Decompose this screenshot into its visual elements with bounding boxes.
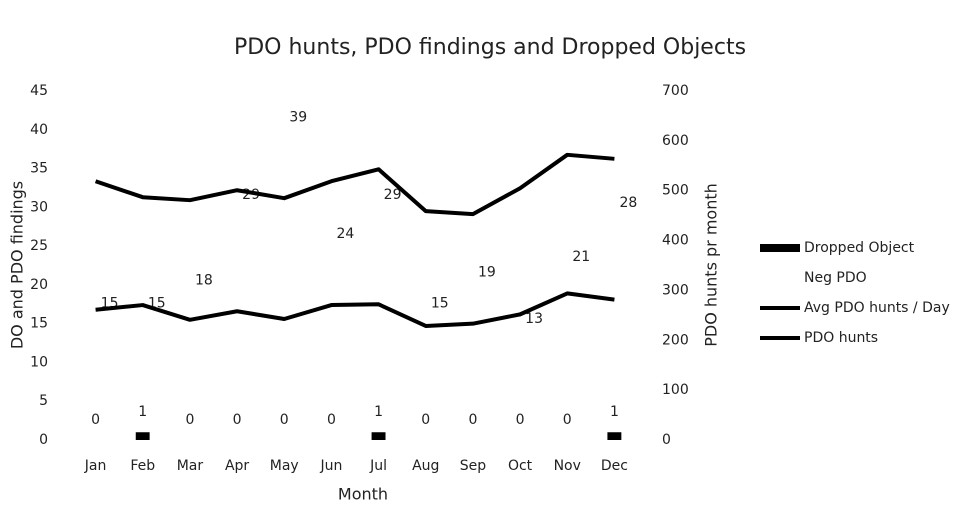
bar (244, 215, 259, 440)
y2-tick-label: 100 (662, 382, 689, 398)
legend-label: PDO hunts (804, 330, 878, 346)
bar (479, 292, 494, 440)
x-tick-label: Sep (460, 458, 487, 474)
legend-label: Neg PDO (804, 270, 867, 286)
bar (102, 323, 117, 440)
x-tick-label: May (270, 458, 299, 474)
x-tick-label: Oct (508, 458, 533, 474)
x-tick-label: Mar (177, 458, 204, 474)
bar (371, 432, 386, 440)
data-label: 15 (431, 296, 449, 312)
bar (432, 323, 447, 440)
bar (338, 253, 353, 440)
x-tick-label: Jun (319, 458, 342, 474)
bar (196, 300, 211, 440)
y-axis-title: DO and PDO findings (8, 181, 27, 349)
bar (385, 215, 400, 440)
y2-tick-label: 600 (662, 133, 689, 149)
y2-tick-label: 200 (662, 332, 689, 348)
y-tick-label: 40 (30, 122, 48, 138)
data-label: 0 (327, 412, 336, 428)
data-label: 21 (572, 249, 590, 265)
data-label: 24 (337, 226, 355, 242)
y-tick-label: 45 (30, 83, 48, 99)
data-label: 28 (620, 195, 638, 211)
bar (291, 137, 306, 441)
x-tick-label: Feb (130, 458, 155, 474)
bar (135, 432, 150, 440)
y-tick-label: 15 (30, 316, 48, 332)
y2-tick-label: 500 (662, 183, 689, 199)
data-label: 0 (468, 412, 477, 428)
y-tick-label: 35 (30, 161, 48, 177)
legend-swatch (760, 274, 800, 282)
y-tick-label: 5 (39, 393, 48, 409)
bar (527, 339, 542, 440)
data-label: 19 (478, 265, 496, 281)
legend-label: Avg PDO hunts / Day (804, 300, 950, 316)
legend-label: Dropped Object (804, 240, 915, 256)
bar (574, 277, 589, 440)
data-label: 13 (525, 311, 543, 327)
y-tick-label: 0 (39, 432, 48, 448)
data-label: 39 (289, 110, 307, 126)
legend-swatch (760, 244, 800, 252)
bar (149, 323, 164, 440)
y2-tick-label: 400 (662, 233, 689, 249)
data-label: 0 (563, 412, 572, 428)
chart-title: PDO hunts, PDO findings and Dropped Obje… (234, 35, 746, 60)
x-axis-title: Month (338, 485, 388, 504)
y2-tick-label: 700 (662, 83, 689, 99)
data-label: 0 (421, 412, 430, 428)
x-tick-label: Dec (601, 458, 628, 474)
line (95, 291, 615, 328)
x-tick-label: Nov (554, 458, 581, 474)
data-label: 18 (195, 272, 213, 288)
data-label: 0 (516, 412, 525, 428)
bar (607, 432, 622, 440)
y-tick-label: 20 (30, 277, 48, 293)
data-label: 0 (233, 412, 242, 428)
x-tick-label: Jul (369, 458, 387, 474)
y2-axis-title: PDO hunts pr month (702, 183, 721, 347)
data-label: 29 (384, 187, 402, 203)
y2-tick-label: 300 (662, 282, 689, 298)
data-label: 1 (374, 404, 383, 420)
x-tick-label: Apr (225, 458, 249, 474)
data-label: 0 (185, 412, 194, 428)
x-tick-label: Aug (412, 458, 439, 474)
y-tick-label: 10 (30, 354, 48, 370)
y2-tick-label: 0 (662, 432, 671, 448)
x-tick-label: Jan (84, 458, 107, 474)
data-label: 0 (91, 412, 100, 428)
bar (621, 222, 636, 440)
y-tick-label: 30 (30, 199, 48, 215)
data-label: 1 (610, 404, 619, 420)
line (94, 152, 615, 217)
data-label: 0 (280, 412, 289, 428)
data-label: 1 (138, 404, 147, 420)
y-tick-label: 25 (30, 238, 48, 254)
